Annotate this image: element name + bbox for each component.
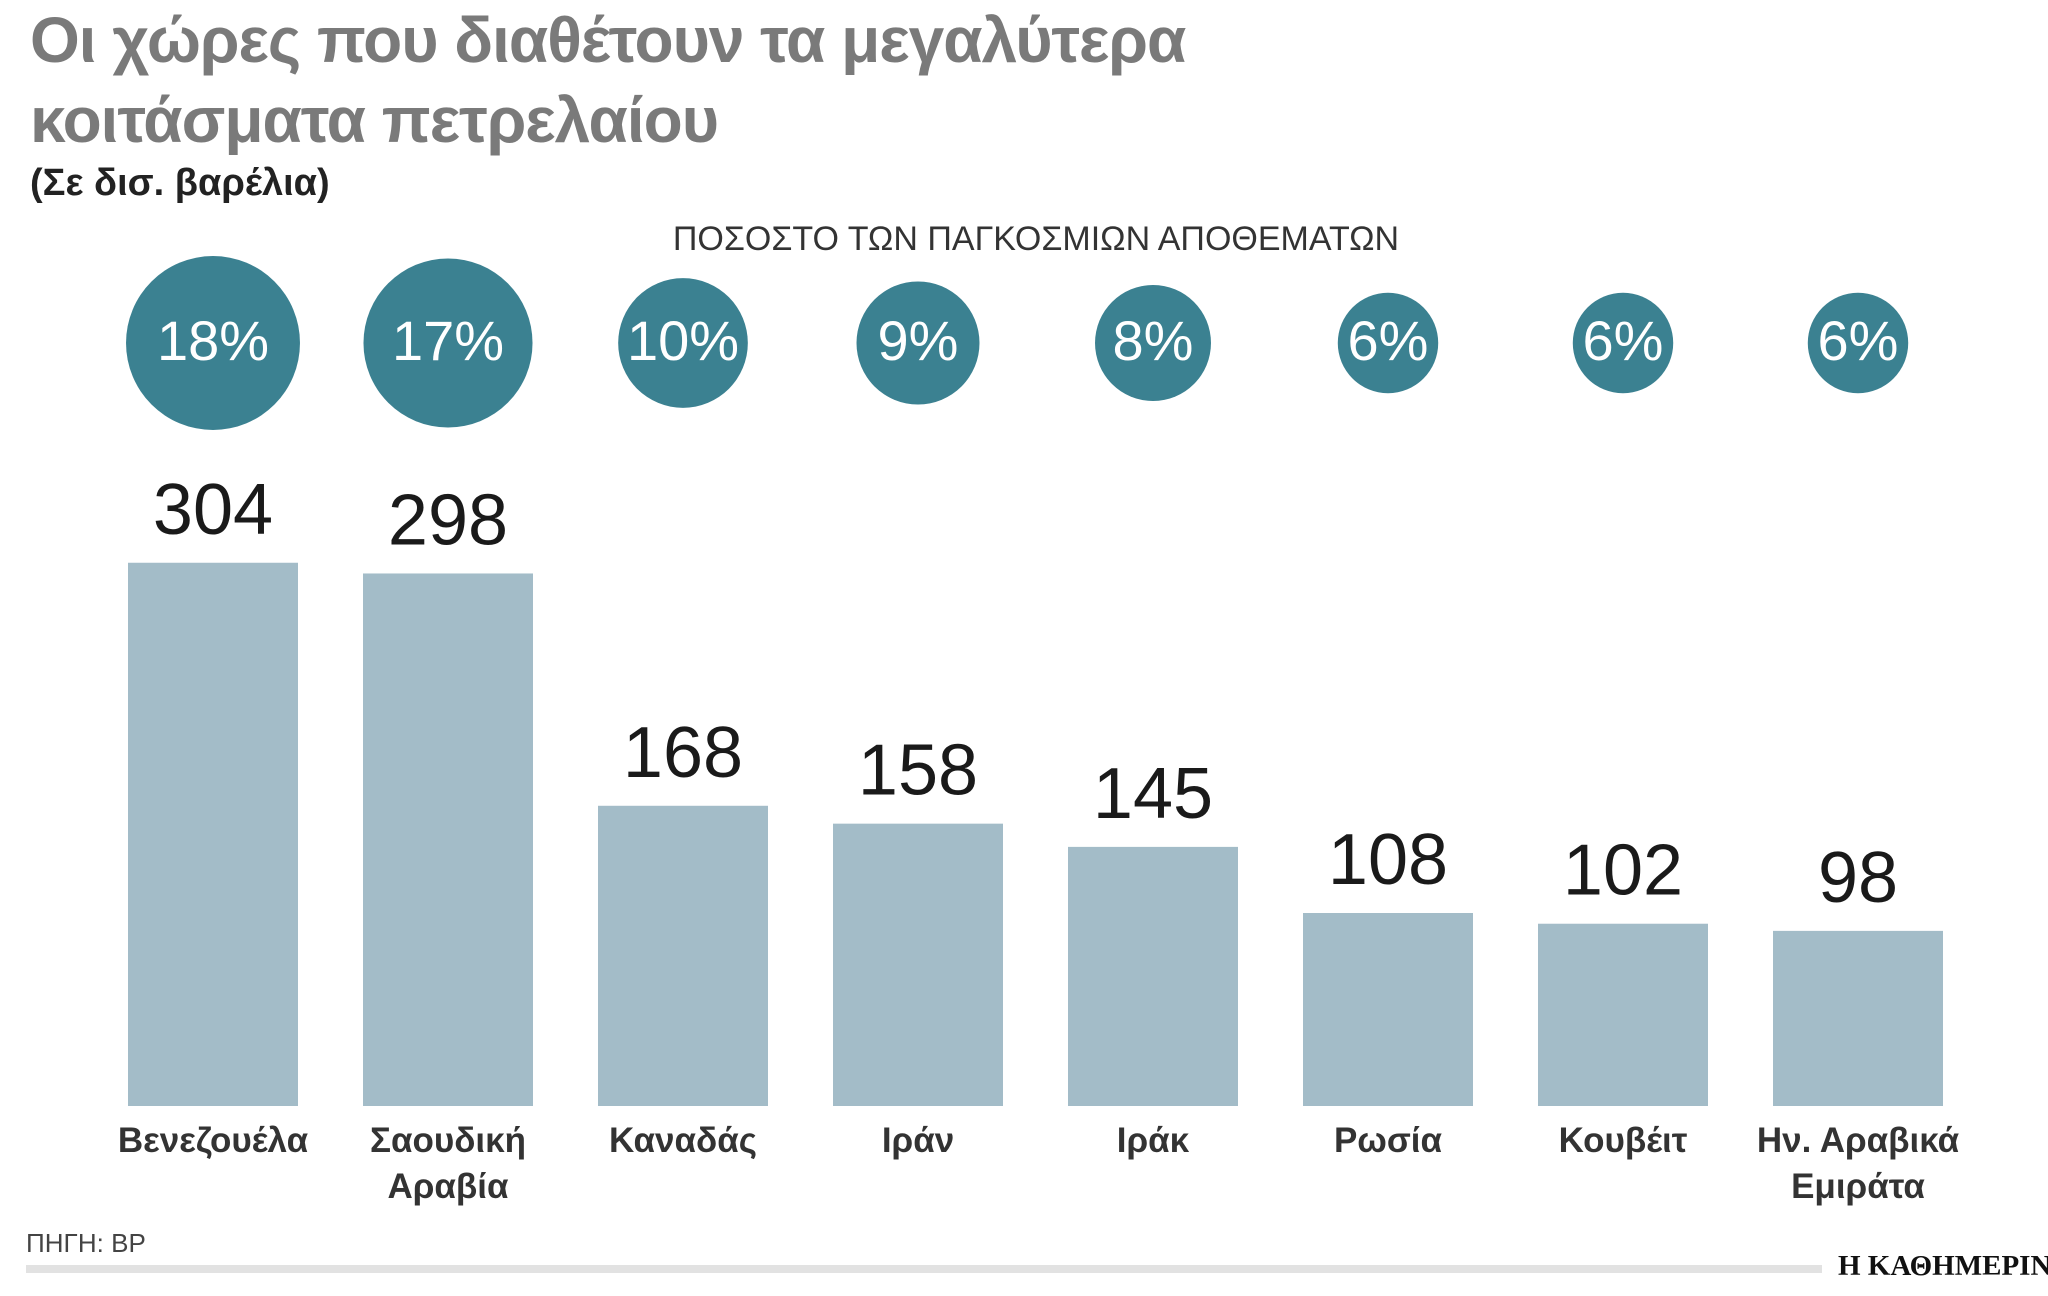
share-bubble bbox=[1572, 292, 1674, 394]
share-bubble bbox=[1095, 285, 1211, 401]
chart-title: Οι χώρες που διαθέτουν τα μεγαλύτερα κοι… bbox=[30, 4, 1186, 156]
x-tick-label: Ιράκ bbox=[1116, 1121, 1190, 1160]
share-label: 6% bbox=[1818, 309, 1899, 372]
value-label: 168 bbox=[623, 713, 743, 793]
bar bbox=[1773, 930, 1943, 1106]
x-tick-label: Κουβέιτ bbox=[1558, 1121, 1688, 1160]
x-tick-label: Σαουδική Αραβία bbox=[369, 1121, 527, 1206]
source: ΠΗΓΗ: BP bbox=[26, 1228, 146, 1258]
bar bbox=[833, 823, 1003, 1106]
value-label: 304 bbox=[153, 470, 273, 550]
share-bubble bbox=[856, 281, 980, 405]
share-label: 17% bbox=[392, 309, 504, 372]
x-tick-label: Ιράν bbox=[881, 1121, 955, 1160]
share-label: 9% bbox=[878, 309, 959, 372]
value-label: 108 bbox=[1328, 820, 1448, 900]
bar bbox=[1303, 913, 1473, 1106]
share-bubble bbox=[1807, 292, 1909, 394]
share-label: 18% bbox=[157, 309, 269, 372]
share-label: 8% bbox=[1113, 309, 1194, 372]
value-label: 102 bbox=[1563, 831, 1683, 911]
share-label: 6% bbox=[1348, 309, 1429, 372]
x-tick-label: Βενεζουέλα bbox=[117, 1121, 309, 1160]
share-bubble bbox=[1337, 292, 1439, 394]
bar bbox=[1068, 846, 1238, 1106]
share-bubble bbox=[363, 258, 533, 428]
footer-rule bbox=[26, 1265, 1822, 1273]
share-label: 10% bbox=[627, 309, 739, 372]
x-tick-label: Ην. Αραβικά Εμιράτα bbox=[1756, 1121, 1960, 1206]
value-label: 298 bbox=[388, 480, 508, 560]
x-tick-label: Καναδάς bbox=[609, 1121, 757, 1160]
value-label: 145 bbox=[1093, 754, 1213, 834]
share-bubble bbox=[126, 256, 300, 430]
value-label: 158 bbox=[858, 731, 978, 811]
bar bbox=[128, 562, 298, 1106]
bar bbox=[363, 573, 533, 1106]
value-label: 98 bbox=[1818, 838, 1898, 918]
share-label: 6% bbox=[1583, 309, 1664, 372]
bar bbox=[1538, 923, 1708, 1106]
legend-label: ΠΟΣΟΣΤΟ ΤΩΝ ΠΑΓΚΟΣΜΙΩΝ ΑΠΟΘΕΜΑΤΩΝ bbox=[672, 220, 1400, 258]
brand: Η ΚΑΘΗΜΕΡΙΝΗ bbox=[1838, 1250, 2048, 1282]
x-tick-label: Ρωσία bbox=[1333, 1121, 1443, 1160]
bar bbox=[598, 805, 768, 1106]
share-bubble bbox=[618, 278, 748, 408]
chart-subtitle: (Σε δισ. βαρέλια) bbox=[30, 162, 330, 204]
